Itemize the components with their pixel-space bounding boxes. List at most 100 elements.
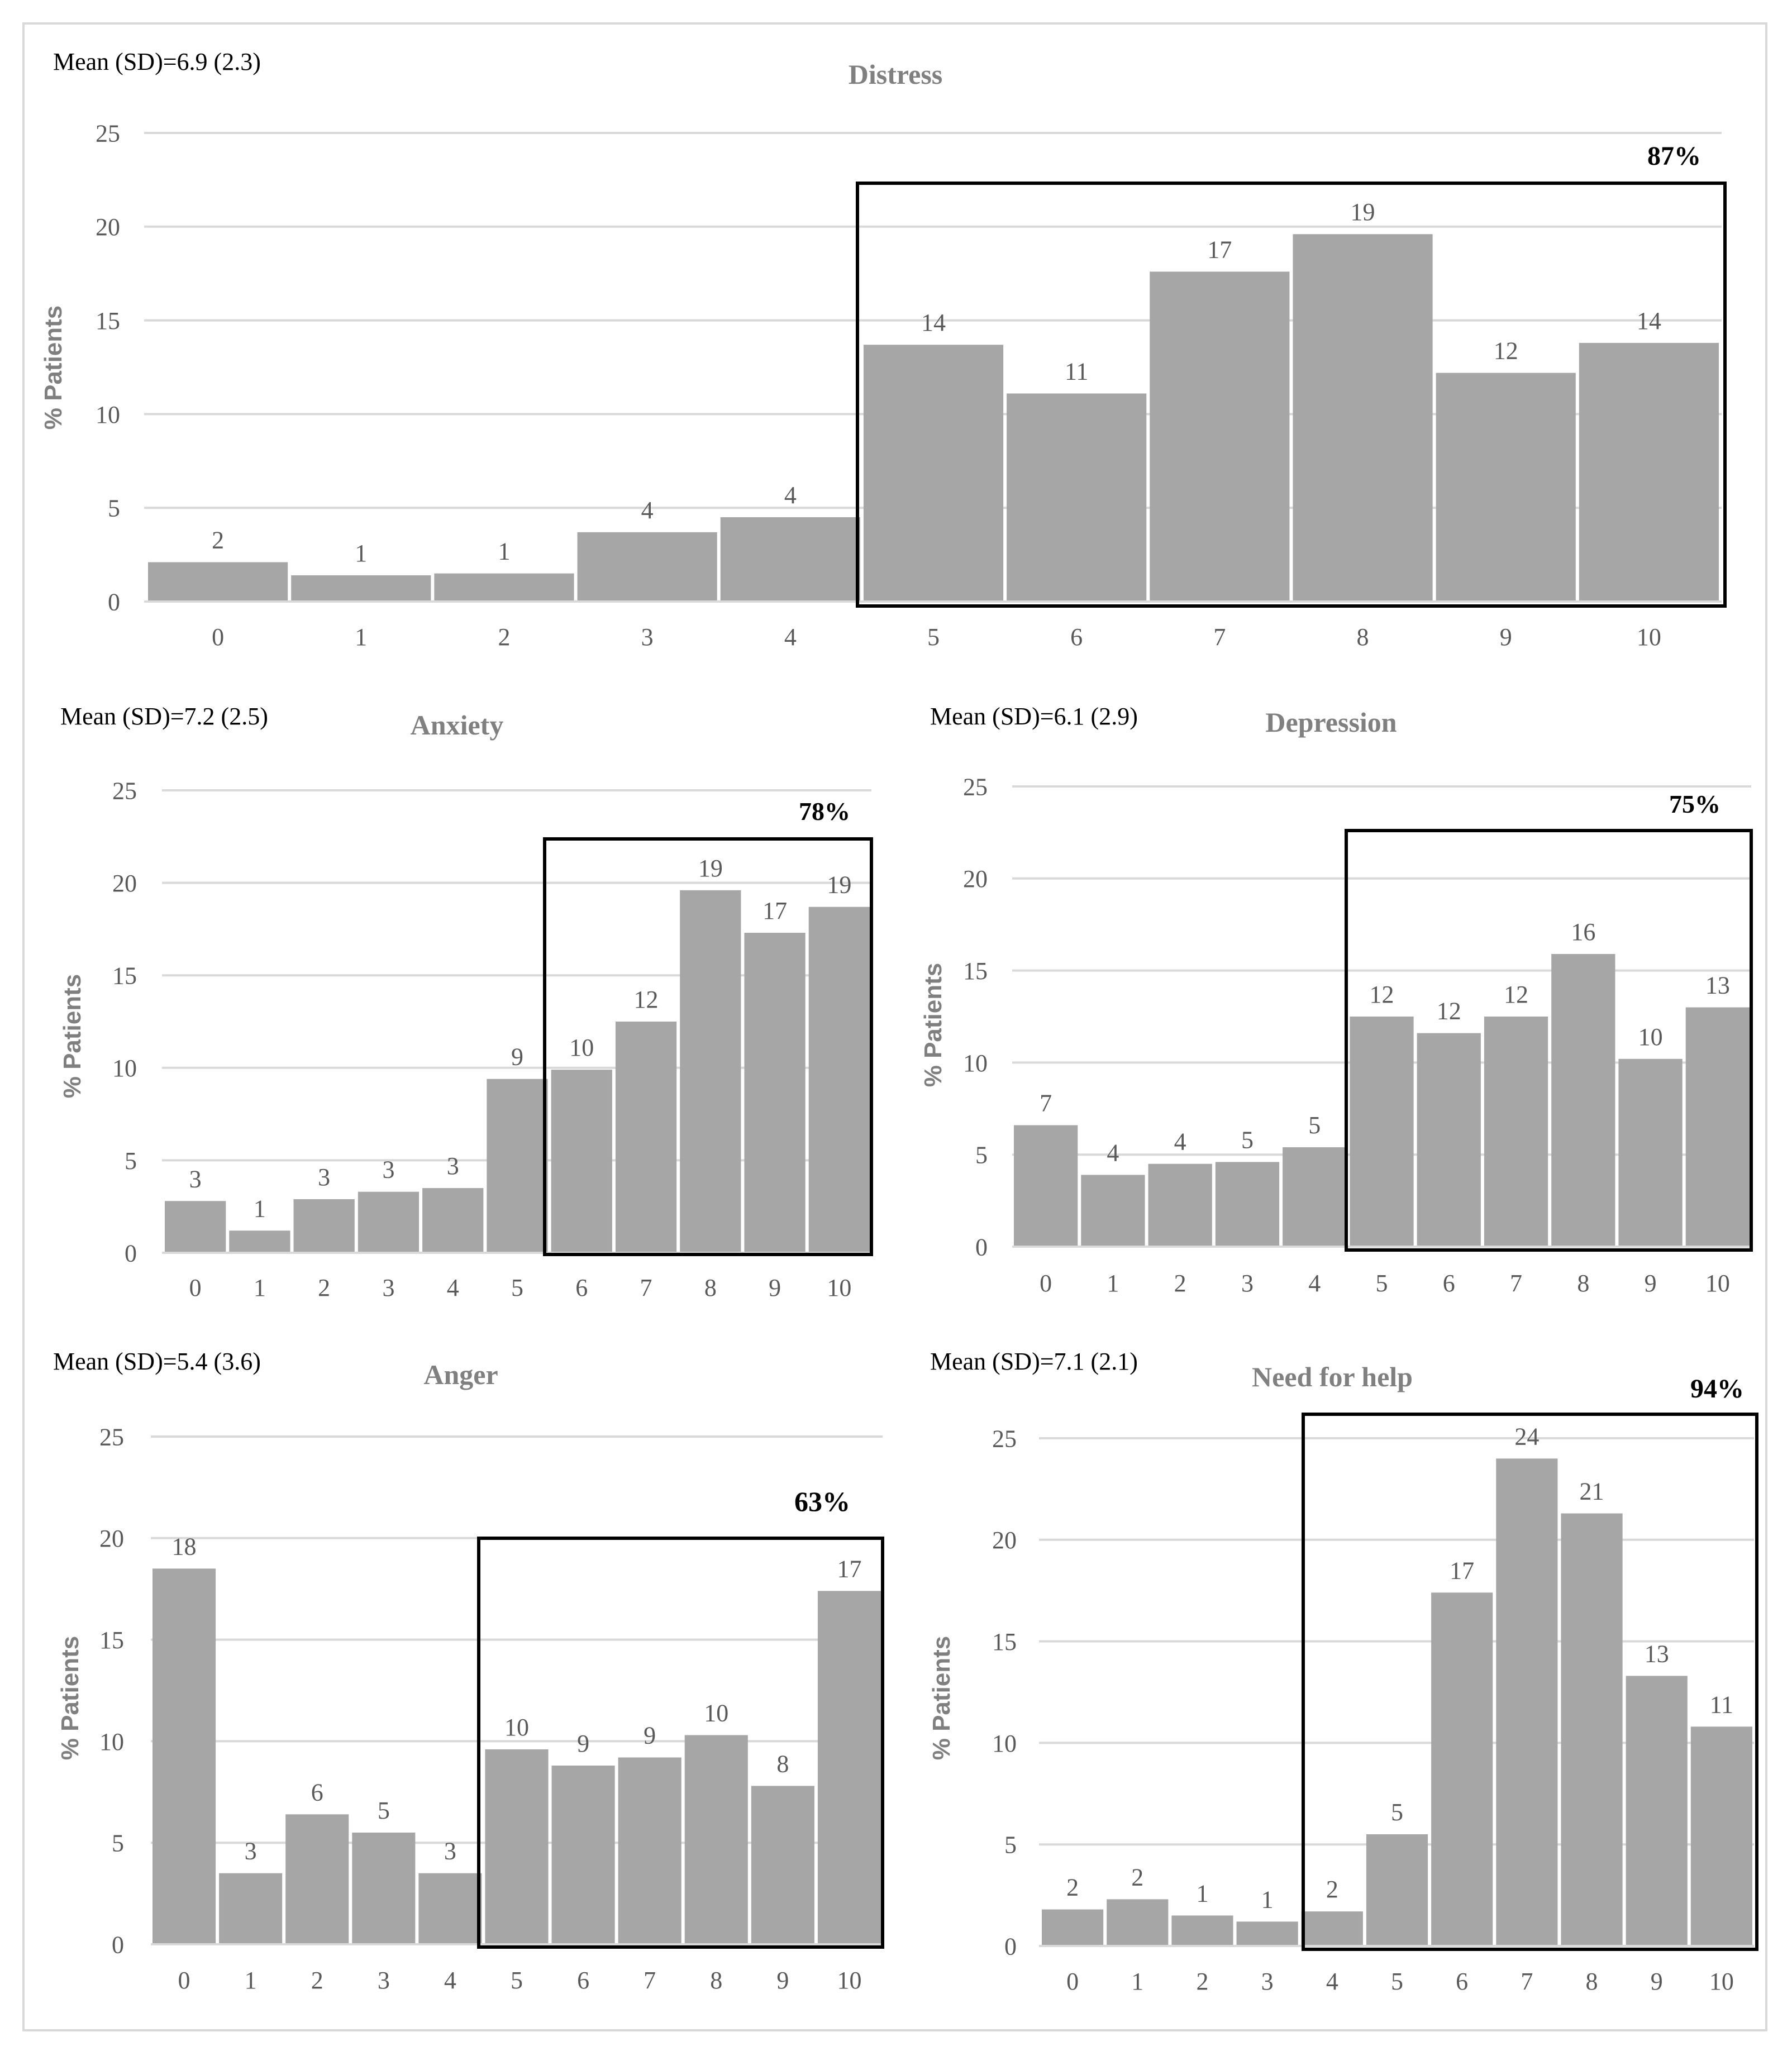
x-tick-label: 2 — [311, 1967, 323, 1994]
bar — [680, 890, 741, 1253]
x-tick-label: 10 — [1709, 1968, 1734, 1995]
x-tick-label: 0 — [178, 1967, 190, 1994]
bar — [1293, 234, 1433, 602]
x-tick-label: 8 — [1577, 1270, 1589, 1297]
x-tick-label: 5 — [1391, 1968, 1403, 1995]
bar — [1496, 1458, 1558, 1946]
data-label: 16 — [1571, 918, 1595, 946]
data-label: 2 — [1326, 1876, 1338, 1903]
bar — [1042, 1909, 1104, 1946]
data-label: 3 — [382, 1156, 394, 1184]
data-label: 4 — [1174, 1128, 1186, 1156]
data-label: 11 — [1065, 357, 1088, 385]
bar — [1107, 1899, 1169, 1946]
data-label: 3 — [318, 1163, 330, 1191]
x-tick-label: 3 — [1241, 1270, 1254, 1297]
data-label: 14 — [921, 309, 946, 336]
highlight-percent: 63% — [794, 1486, 850, 1517]
highlight-box — [477, 1537, 884, 1949]
data-label: 8 — [776, 1750, 789, 1777]
data-label: 5 — [378, 1797, 390, 1824]
y-tick-label: 10 — [963, 1050, 988, 1077]
x-tick-label: 3 — [641, 623, 654, 651]
x-tick-label: 8 — [704, 1274, 717, 1301]
bar — [1081, 1175, 1145, 1247]
highlight-box — [1302, 1413, 1758, 1951]
x-tick-label: 0 — [212, 623, 224, 651]
bar — [418, 1873, 482, 1944]
data-label: 14 — [1637, 307, 1661, 335]
data-label: 3 — [447, 1152, 459, 1180]
x-tick-label: 7 — [1510, 1270, 1522, 1297]
data-label: 4 — [784, 481, 797, 509]
x-tick-label: 9 — [1500, 623, 1512, 651]
x-tick-label: 9 — [1651, 1968, 1663, 1995]
x-tick-label: 5 — [511, 1274, 523, 1301]
data-label: 19 — [1351, 198, 1375, 226]
data-label: 11 — [1710, 1691, 1733, 1718]
x-tick-label: 4 — [1308, 1270, 1321, 1297]
x-tick-label: 4 — [447, 1274, 459, 1301]
y-tick-label: 0 — [1004, 1933, 1017, 1960]
data-label: 1 — [1261, 1886, 1274, 1913]
data-label: 3 — [444, 1838, 456, 1865]
y-axis-label: % Patients — [40, 306, 67, 430]
x-tick-label: 2 — [1196, 1968, 1208, 1995]
bar — [1366, 1834, 1428, 1946]
data-label: 6 — [311, 1778, 323, 1806]
y-tick-label: 0 — [112, 1931, 124, 1958]
x-tick-label: 3 — [382, 1274, 394, 1301]
x-tick-label: 6 — [1456, 1968, 1468, 1995]
data-label: 7 — [1040, 1089, 1052, 1117]
data-label: 10 — [704, 1699, 728, 1726]
data-label: 12 — [1370, 981, 1394, 1008]
x-tick-label: 2 — [1174, 1270, 1186, 1297]
bar — [148, 562, 288, 602]
x-tick-label: 0 — [1040, 1270, 1052, 1297]
chart-title: Anger — [423, 1359, 498, 1390]
x-tick-label: 2 — [318, 1274, 330, 1301]
data-label: 1 — [1196, 1880, 1208, 1907]
x-tick-label: 4 — [784, 623, 797, 651]
bar — [1690, 1726, 1752, 1946]
highlight-percent: 78% — [799, 797, 850, 826]
data-label: 3 — [189, 1165, 202, 1192]
x-tick-label: 7 — [640, 1274, 652, 1301]
y-tick-label: 0 — [125, 1239, 137, 1267]
bar — [352, 1833, 416, 1944]
bar — [1551, 953, 1615, 1247]
x-tick-label: 7 — [644, 1967, 656, 1994]
bar — [293, 1199, 355, 1253]
x-tick-label: 3 — [1261, 1968, 1274, 1995]
bar — [1150, 271, 1290, 602]
y-tick-label: 15 — [992, 1628, 1017, 1656]
y-tick-label: 10 — [992, 1730, 1017, 1757]
data-label: 2 — [1066, 1874, 1079, 1901]
y-tick-label: 0 — [975, 1233, 988, 1261]
x-tick-label: 4 — [1326, 1968, 1338, 1995]
data-label: 5 — [1308, 1112, 1321, 1139]
y-tick-label: 15 — [99, 1626, 124, 1654]
bar — [618, 1757, 681, 1944]
y-tick-label: 25 — [99, 1423, 124, 1451]
data-label: 13 — [1705, 972, 1730, 999]
data-label: 9 — [644, 1721, 656, 1749]
x-tick-label: 4 — [444, 1967, 456, 1994]
data-label: 3 — [245, 1838, 257, 1865]
y-tick-label: 5 — [125, 1147, 137, 1175]
x-tick-label: 8 — [1586, 1968, 1598, 1995]
data-label: 5 — [1391, 1799, 1403, 1826]
data-label: 13 — [1645, 1640, 1669, 1667]
highlight-box — [856, 182, 1727, 608]
x-tick-label: 10 — [837, 1967, 861, 1994]
y-tick-label: 20 — [963, 865, 988, 893]
bar — [1215, 1162, 1280, 1247]
x-tick-label: 1 — [245, 1967, 257, 1994]
bar — [1301, 1911, 1363, 1946]
highlight-percent: 87% — [1647, 141, 1701, 171]
bar — [1431, 1592, 1493, 1946]
bar — [152, 1568, 216, 1944]
y-tick-label: 15 — [963, 957, 988, 985]
